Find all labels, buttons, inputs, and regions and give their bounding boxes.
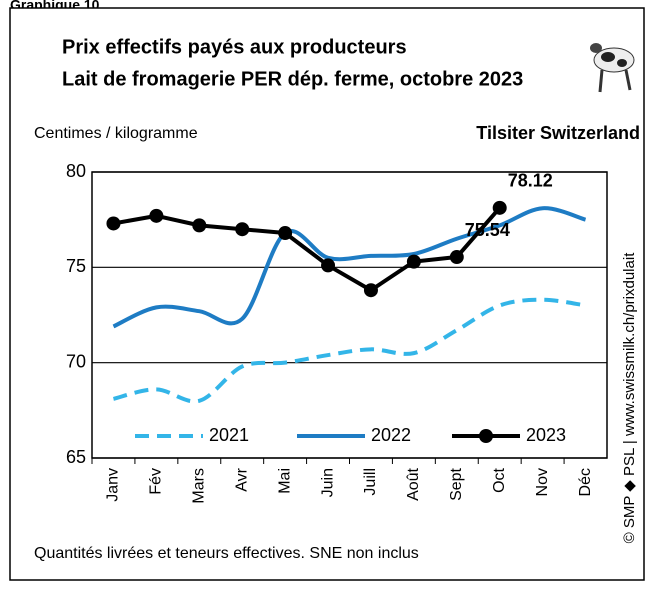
x-tick-label: Mars <box>191 468 208 504</box>
legend-label: 2021 <box>209 425 249 445</box>
x-tick-label: Janv <box>105 468 122 502</box>
y-tick-label: 70 <box>66 351 86 371</box>
x-tick-label: Août <box>405 467 422 500</box>
x-tick-label: Nov <box>534 468 551 496</box>
point <box>364 283 378 297</box>
y-tick-label: 75 <box>66 256 86 276</box>
chart: Graphique 10 Prix effectifs payés aux pr… <box>0 0 649 586</box>
x-tick-label: Fév <box>148 468 165 495</box>
y-tick-label: 65 <box>66 447 86 467</box>
point <box>235 222 249 236</box>
note: Quantités livrées et teneurs effectives.… <box>34 545 419 562</box>
point <box>192 218 206 232</box>
x-tick-label: Déc <box>577 468 594 496</box>
point <box>149 209 163 223</box>
y-axis-label: Centimes / kilogramme <box>34 125 198 142</box>
x-tick-label: Juin <box>319 468 336 497</box>
y-tick-label: 80 <box>66 161 86 181</box>
x-tick-label: Avr <box>233 467 250 491</box>
x-tick-label: Sept <box>448 467 465 500</box>
x-tick-label: Juill <box>362 468 379 496</box>
chart-subtitle: Lait de fromagerie PER dép. ferme, octob… <box>62 68 523 90</box>
point <box>321 258 335 272</box>
source: © SMP ◆ PSL | www.swissmilk.ch/prixdulai… <box>621 252 638 544</box>
point <box>407 255 421 269</box>
product-label: Tilsiter Switzerland <box>476 123 640 143</box>
legend-label: 2023 <box>526 425 566 445</box>
value-label: 75.54 <box>465 220 510 240</box>
legend-marker <box>479 429 493 443</box>
point <box>106 216 120 230</box>
point <box>278 226 292 240</box>
x-tick-label: Oct <box>491 467 508 492</box>
value-label: 78.12 <box>508 171 553 191</box>
x-tick-label: Mai <box>276 468 293 494</box>
point <box>450 250 464 264</box>
legend-label: 2022 <box>371 425 411 445</box>
point <box>493 201 507 215</box>
chart-title: Prix effectifs payés aux producteurs <box>62 36 407 58</box>
